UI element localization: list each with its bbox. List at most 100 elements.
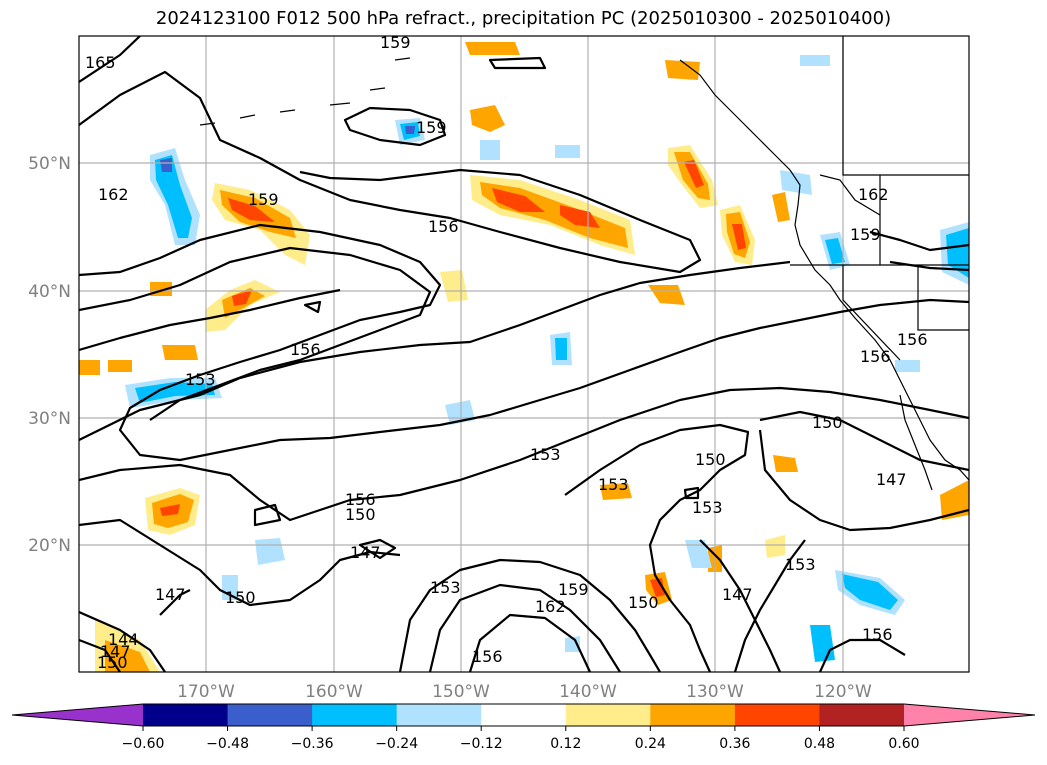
precip-blob [162, 345, 198, 360]
contour-label: 153 [530, 445, 561, 464]
contour-label: 144 [108, 630, 139, 649]
precip-blob [155, 155, 192, 238]
contour-label: 147 [100, 642, 131, 661]
lat-label: 20°N [28, 536, 71, 556]
contour-label: 150 [812, 413, 843, 432]
precip-blob [480, 140, 500, 160]
contour-label: 156 [290, 340, 321, 359]
contour-label: 147 [155, 585, 186, 604]
contour-label: 159 [416, 118, 447, 137]
precip-blob [685, 540, 712, 568]
map-title: 2024123100 F012 500 hPa refract., precip… [155, 8, 892, 29]
precip-blob [135, 382, 215, 403]
colorbar-segment [650, 704, 736, 726]
contour-label: 153 [598, 475, 629, 494]
lon-label: 170°W [177, 682, 235, 702]
contour-label: 153 [785, 555, 816, 574]
contour-label: 162 [858, 185, 889, 204]
colorbar-segment [312, 704, 398, 726]
precip-blob [108, 360, 132, 372]
contour-label: 150 [97, 653, 128, 672]
precip-blob [684, 160, 704, 188]
contour-label: 156 [428, 217, 459, 236]
contour-label: 150 [695, 450, 726, 469]
precip-blob [79, 360, 100, 375]
colorbar-tick-label: −0.60 [122, 736, 165, 752]
colorbar-tick-label: −0.36 [291, 736, 334, 752]
contour-label: 153 [185, 370, 216, 389]
plot-frame [78, 35, 970, 673]
precip-blob [600, 483, 632, 500]
precip-blob [765, 535, 785, 558]
precip-blob [465, 42, 520, 55]
contour-label: 153 [430, 578, 461, 597]
lon-label: 160°W [305, 682, 363, 702]
colorbar-segment [819, 704, 905, 726]
precip-blob [665, 60, 700, 80]
contour-label: 156 [860, 347, 891, 366]
lon-label: 120°W [814, 682, 872, 702]
precip-blob [800, 55, 830, 66]
precip-blob [732, 224, 746, 250]
precip-blob [160, 504, 180, 516]
precip-blob [470, 105, 505, 132]
contour-label: 159 [248, 190, 279, 209]
plot-area [79, 36, 969, 672]
precip-blob [405, 126, 415, 134]
lat-label: 40°N [28, 282, 71, 302]
colorbar-segment [734, 704, 820, 726]
precip-blob [842, 574, 898, 610]
precip-blob [160, 158, 172, 172]
contour-label: 150 [628, 593, 659, 612]
precip-blob [648, 285, 685, 305]
contour-label: 162 [535, 597, 566, 616]
precip-blob [940, 480, 969, 520]
longitude-labels: 170°W 160°W 150°W 140°W 130°W 120°W [177, 682, 872, 702]
colorbar-tick-label: −0.24 [375, 736, 418, 752]
contour-label: 147 [350, 543, 381, 562]
precip-blob [555, 338, 567, 360]
colorbar-tick-label: 0.48 [804, 736, 835, 752]
colorbar-tick-label: 0.36 [719, 736, 750, 752]
precip-blob [105, 640, 150, 672]
precip-blob [780, 170, 812, 195]
precip-blob [650, 578, 665, 597]
precip-blob [773, 455, 798, 472]
colorbar-segment [396, 704, 482, 726]
contour-label: 156 [862, 625, 893, 644]
lat-label: 50°N [28, 154, 71, 174]
lon-label: 150°W [432, 682, 490, 702]
precip-blob [895, 360, 920, 372]
colorbar-segment [565, 704, 651, 726]
contour-label: 156 [472, 647, 503, 666]
contour-label: 147 [722, 585, 753, 604]
precip-blob [232, 290, 252, 306]
colorbar-over-arrow [904, 704, 1035, 726]
lon-label: 130°W [686, 682, 744, 702]
graticule [79, 36, 969, 672]
colorbar-tick-label: 0.12 [550, 736, 581, 752]
lon-label: 140°W [559, 682, 617, 702]
lat-label: 30°N [28, 409, 71, 429]
latitude-labels: 50°N 40°N 30°N 20°N [28, 154, 71, 556]
precip-blob [555, 145, 580, 158]
contour-labels: 165 159 159 162 159 156 156 153 162 159 … [85, 33, 928, 672]
contour-label: 150 [345, 505, 376, 524]
contour-label: 159 [380, 33, 411, 52]
precip-blob [228, 198, 275, 222]
refractivity-contours [79, 36, 969, 672]
contour-label: 150 [225, 588, 256, 607]
coastline [199, 36, 969, 491]
contour-label: 159 [850, 225, 881, 244]
colorbar-tick-label: −0.12 [460, 736, 503, 752]
colorbar-tick-label: 0.24 [635, 736, 666, 752]
colorbar-under-arrow [12, 704, 143, 726]
contour-label: 159 [558, 580, 589, 599]
colorbar: −0.60 −0.48 −0.36 −0.24 −0.12 0.12 0.24 0.36 0.4… [11, 703, 1036, 752]
colorbar-segment [227, 704, 313, 726]
precip-blob [565, 636, 580, 652]
precip-blob [492, 188, 545, 212]
contour-label: 147 [876, 470, 907, 489]
precip-blob [772, 192, 790, 222]
